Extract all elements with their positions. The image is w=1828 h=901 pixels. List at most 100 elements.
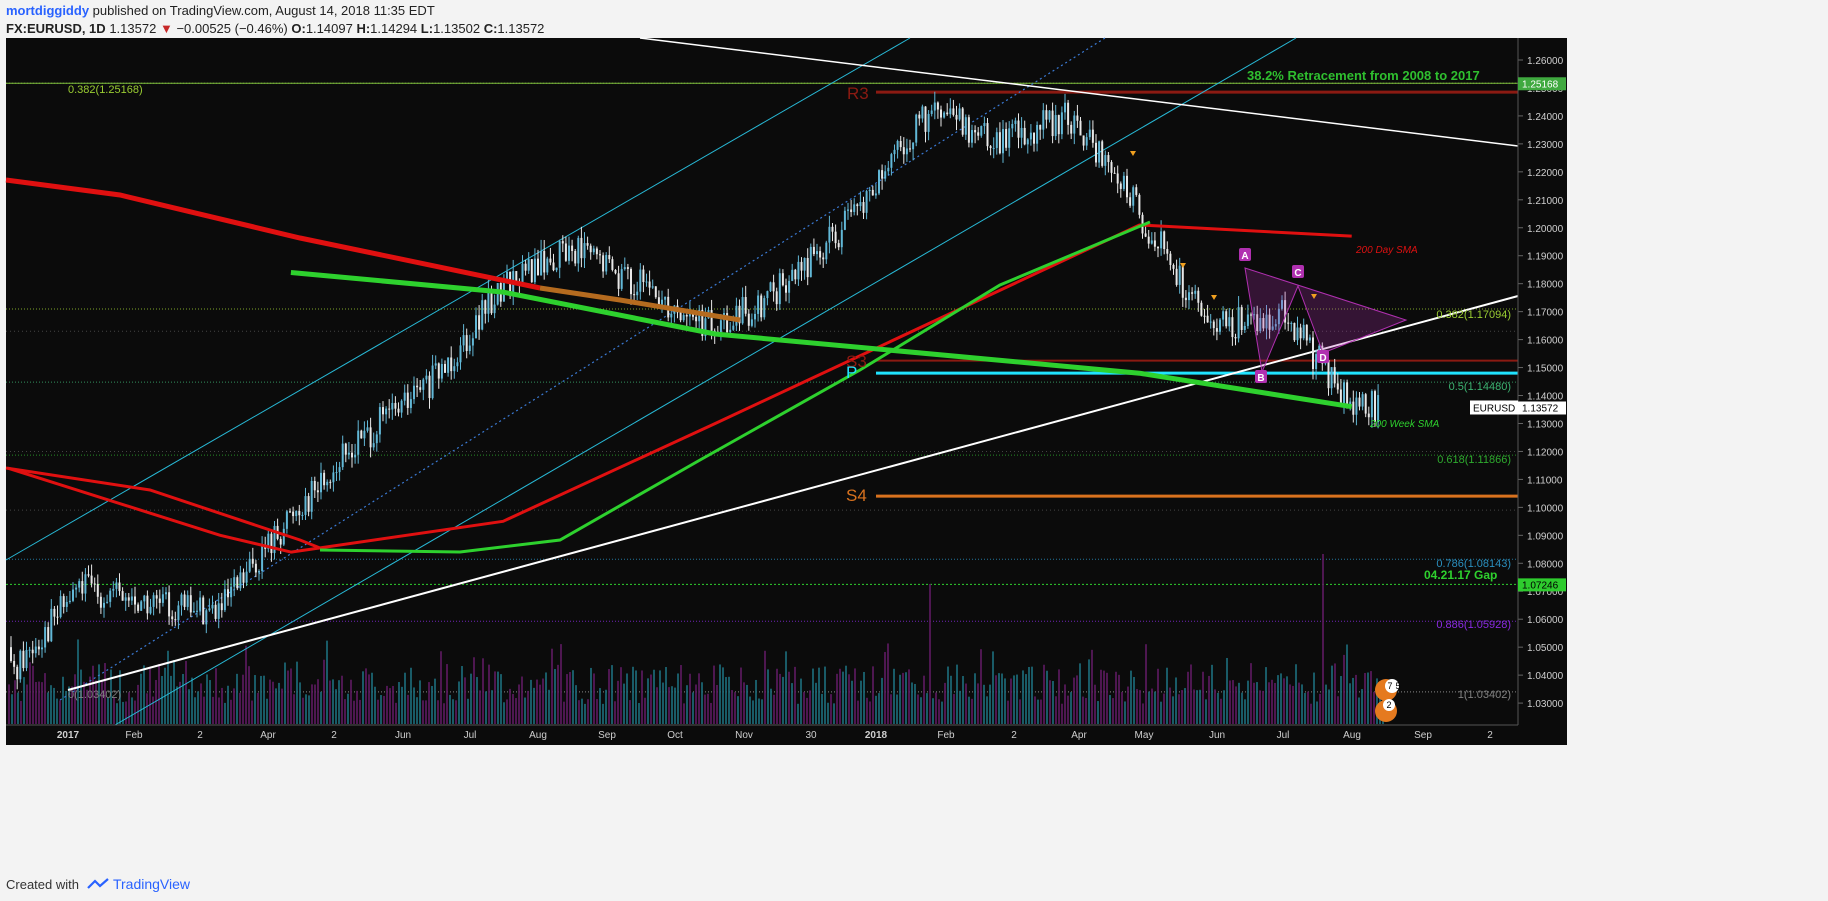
volume-bar [944,682,946,724]
price-candle [37,646,40,650]
price-candle [1206,315,1209,323]
volume-bar [929,584,931,724]
volume-bar [932,698,934,724]
close-label: C: [483,21,498,36]
price-candle [1231,317,1234,338]
price-candle [1076,115,1079,121]
volume-bar [995,675,997,724]
volume-bar [1223,690,1225,724]
price-candle [1274,324,1277,327]
volume-bar [272,681,274,724]
volume-bar [104,663,106,724]
price-candle [806,257,809,278]
volume-bar [854,668,856,724]
price-tick-label: 1.13000 [1527,419,1564,430]
volume-bar [536,679,538,724]
long-term-sma-line [539,285,741,323]
price-candle [493,304,496,314]
volume-bar [410,667,412,724]
price-candle [899,140,902,148]
volume-bar [851,680,853,724]
volume-bar [1292,685,1294,724]
price-candle [515,271,518,284]
price-candle [307,496,310,512]
volume-bar [971,698,973,724]
price-candle [90,575,93,584]
volume-bar [965,683,967,724]
price-candle [1178,265,1181,285]
tradingview-label: TradingView [112,876,191,892]
volume-bar [812,668,814,724]
volume-bar [695,684,697,724]
price-candle [704,318,707,336]
price-candle [484,300,487,314]
price-candle [1029,132,1032,140]
volume-bar [737,696,739,724]
volume-bar [677,673,679,724]
price-candle [428,375,431,399]
price-candle [1166,249,1169,254]
price-tag-label: 1.13572 [1522,403,1559,414]
price-candle [478,315,481,330]
price-candle [896,140,899,150]
price-tick-label: 1.17000 [1527,308,1564,319]
volume-bar [1064,684,1066,724]
price-candle [1122,175,1125,189]
volume-bar [8,684,10,724]
volume-bar [101,680,103,724]
volume-bar [593,673,595,724]
price-candle [648,281,651,288]
price-candle [301,514,304,516]
volume-bar [416,697,418,724]
price-candle [1005,129,1008,148]
volume-bar [332,679,334,724]
price-candle [96,584,99,597]
price-candle [568,245,570,261]
price-candle [639,269,642,292]
volume-bar [167,650,169,724]
tradingview-link[interactable]: TradingView [87,876,190,892]
signal-marker [1130,151,1136,156]
price-candle [930,110,933,114]
price-candle [608,255,611,260]
price-candle [1008,128,1011,148]
volume-bar [680,665,682,724]
price-candle [1129,197,1132,206]
price-candle [1163,231,1166,250]
volume-bar [443,703,445,724]
volume-bar [1061,703,1063,724]
price-candle [363,430,366,439]
price-candle [137,604,140,611]
volume-bar [665,667,667,724]
time-tick-label: Aug [529,730,547,741]
time-tick-label: 30 [805,730,817,741]
volume-bar [1085,698,1087,724]
volume-bar [827,702,829,724]
price-candle [183,594,186,607]
volume-bar [407,694,409,724]
volume-bar [1346,644,1348,724]
price-candle [974,130,977,133]
price-candle [75,587,78,590]
price-candle [1293,323,1296,341]
price-candle [527,259,530,271]
volume-bar [830,694,832,724]
price-candle [65,601,68,607]
volume-bar [800,678,802,724]
volume-bar [620,667,622,724]
volume-bar [113,697,115,724]
volume-bar [584,703,586,724]
volume-bar [884,652,886,724]
price-candle [1033,132,1035,144]
price-candle [413,385,415,400]
price-candle [1364,394,1367,414]
price-candle [936,102,939,110]
author-link[interactable]: mortdiggiddy [6,3,90,18]
volume-bar [947,666,949,724]
price-candle [1277,308,1280,325]
price-candle [555,267,558,271]
price-candle [134,596,136,605]
volume-bar [320,691,322,724]
volume-bar [176,686,178,724]
